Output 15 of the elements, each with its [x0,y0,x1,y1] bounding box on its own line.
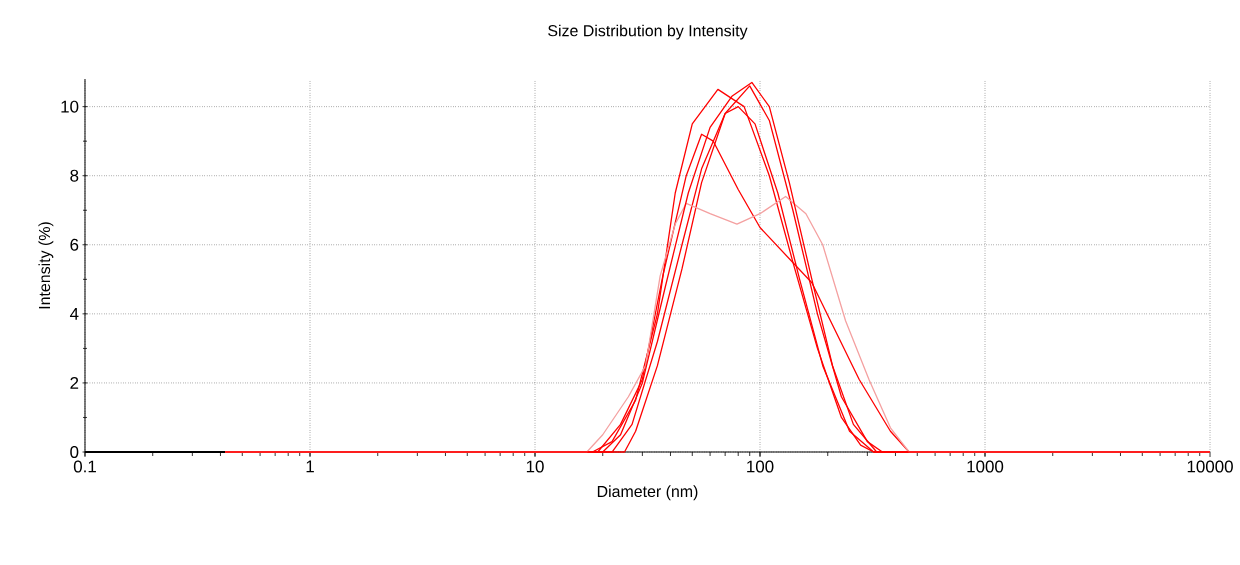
x-tick-label: 1000 [967,460,1004,473]
y-tick-label: 10 [61,100,79,113]
x-tick-label: 100 [747,460,774,473]
x-tick-label: 10 [526,460,544,473]
y-tick-label: 2 [70,377,79,389]
chart-title: Size Distribution by Intensity [548,24,748,40]
x-axis-title: Diameter (nm) [597,485,698,501]
y-tick-label: 6 [70,238,79,251]
x-tick-label: 10000 [1187,460,1233,473]
y-tick-label: 4 [69,308,79,320]
x-tick-label: 0.1 [73,460,96,473]
x-tick-label: 1 [306,460,314,473]
y-tick-label: 0 [70,446,79,459]
y-axis-title: Intensity (%) [38,222,54,309]
y-tick-label: 8 [70,169,79,182]
